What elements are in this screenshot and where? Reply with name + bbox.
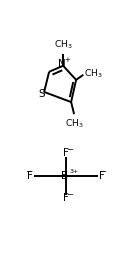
Text: F: F [63, 148, 69, 158]
Text: 3+: 3+ [70, 169, 79, 174]
Text: F: F [27, 171, 33, 181]
Text: −: − [100, 168, 107, 177]
Text: S: S [38, 89, 45, 99]
Text: +: + [64, 57, 70, 63]
Text: F: F [63, 193, 69, 204]
Text: F: F [99, 171, 105, 181]
Text: −: − [25, 168, 32, 177]
Text: −: − [66, 145, 73, 154]
Text: CH$_3$: CH$_3$ [84, 68, 103, 80]
Text: CH$_3$: CH$_3$ [65, 117, 84, 130]
Text: CH$_3$: CH$_3$ [54, 38, 72, 51]
Text: N: N [58, 59, 66, 69]
Text: −: − [66, 190, 73, 199]
Text: B: B [61, 171, 68, 181]
